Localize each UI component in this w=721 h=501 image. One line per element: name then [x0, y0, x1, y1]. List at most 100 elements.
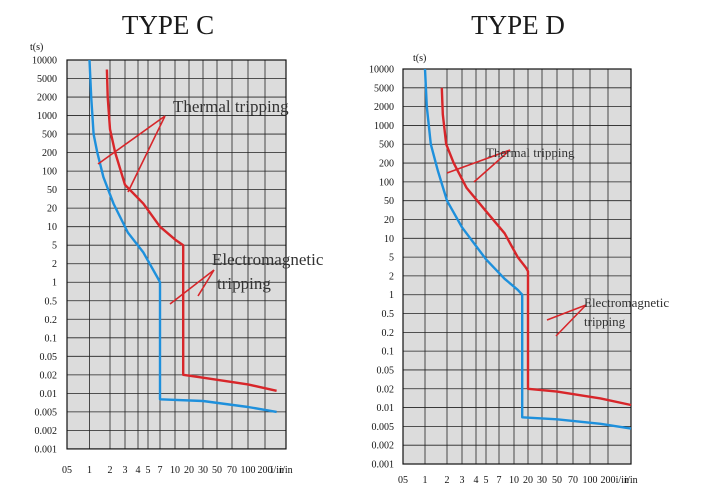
- type-d-y-tick-label: 50: [384, 196, 394, 207]
- type-c-chart: TYPE C t(s) 1000050002000100050020010050…: [30, 10, 324, 476]
- type-c-x-tick-label: 20: [184, 465, 194, 476]
- type-d-y-tick-label: 0.1: [382, 347, 395, 358]
- type-c-x-tick-label: 30: [198, 465, 208, 476]
- type-d-x-tick-label: 50: [552, 475, 562, 486]
- type-c-annotation: Thermal tripping: [173, 97, 289, 116]
- type-d-x-tick-label: 20: [523, 475, 533, 486]
- type-d-y-tick-label: 200: [379, 159, 394, 170]
- type-d-title: TYPE D: [471, 10, 565, 40]
- type-c-x-tick-label: 7: [158, 465, 163, 476]
- type-c-x-tick-label: i/in: [279, 465, 292, 476]
- type-d-x-tick-label: 05: [398, 475, 408, 486]
- type-c-y-tick-label: 5: [52, 241, 57, 252]
- type-c-annotation: tripping: [217, 274, 271, 293]
- type-d-y-tick-label: 10: [384, 234, 394, 245]
- type-c-y-tick-label: 0.005: [35, 407, 58, 418]
- type-d-y-tick-label: 0.5: [382, 309, 395, 320]
- type-c-x-tick-label: 200: [258, 465, 273, 476]
- type-d-y-tick-label: 0.002: [372, 441, 395, 452]
- type-d-y-tick-label: 5000: [374, 83, 394, 94]
- type-d-y-tick-label: 2000: [374, 102, 394, 113]
- type-c-x-tick-label: 5: [146, 465, 151, 476]
- type-d-x-tick-label: 100: [583, 475, 598, 486]
- type-d-x-tick-label: 4: [474, 475, 479, 486]
- type-c-y-tick-label: 5000: [37, 74, 57, 85]
- type-d-x-tick-label: 10: [509, 475, 519, 486]
- type-d-annotation-leader: [446, 149, 511, 174]
- type-d-y-tick-label: 10000: [369, 65, 394, 76]
- type-d-x-tick-label: 70: [568, 475, 578, 486]
- type-d-y-tick-label: 0.02: [377, 384, 395, 395]
- type-c-annotation: Electromagnetic: [212, 250, 324, 269]
- type-d-y-tick-label: 0.005: [372, 422, 395, 433]
- type-c-upper-curve: [105, 69, 277, 392]
- type-d-y-tick-label: 100: [379, 177, 394, 188]
- type-c-y-tick-label: 2000: [37, 93, 57, 104]
- type-c-x-tick-label: 1: [87, 465, 92, 476]
- type-d-frame: [402, 68, 632, 465]
- type-d-y-tick-label: 0.001: [372, 460, 395, 471]
- type-c-y-tick-label: 0.02: [40, 370, 58, 381]
- type-d-x-tick-label: 200: [601, 475, 616, 486]
- type-c-y-tick-label: 0.2: [45, 315, 58, 326]
- type-d-y-tick-label: 0.01: [377, 403, 395, 414]
- type-c-x-tick-label: 100: [241, 465, 256, 476]
- type-c-x-tick-label: 2: [108, 465, 113, 476]
- type-c-y-tick-label: 0.002: [35, 426, 58, 437]
- type-d-annotation: Electromagnetic: [584, 295, 669, 310]
- type-c-y-tick-label: 0.001: [35, 444, 58, 455]
- type-c-x-tick-label: 70: [227, 465, 237, 476]
- type-d-y-axis-label: t(s): [413, 53, 426, 64]
- type-c-y-tick-label: 50: [47, 185, 57, 196]
- type-d-y-tick-label: 500: [379, 140, 394, 151]
- type-c-y-tick-label: 0.01: [40, 389, 58, 400]
- type-d-upper-curve: [440, 87, 632, 407]
- type-c-x-tick-label: 50: [212, 465, 222, 476]
- type-c-x-tick-label: 4: [136, 465, 141, 476]
- type-d-x-tick-label: 5: [484, 475, 489, 486]
- type-c-x-tick-label: 10: [170, 465, 180, 476]
- type-d-x-tick-label: 2: [445, 475, 450, 486]
- type-c-y-tick-label: 2: [52, 259, 57, 270]
- type-c-y-tick-label: 1000: [37, 111, 57, 122]
- type-d-x-tick-label: 30: [537, 475, 547, 486]
- type-d-lower-curve: [423, 68, 632, 430]
- type-d-x-axis-label: i/in: [616, 475, 629, 486]
- type-c-x-axis-label: i/in: [271, 465, 284, 476]
- type-d-y-tick-label: 0.05: [377, 365, 395, 376]
- type-c-y-axis-label: t(s): [30, 42, 43, 53]
- type-d-y-tick-label: 1000: [374, 121, 394, 132]
- type-c-y-tick-label: 500: [42, 130, 57, 141]
- type-d-y-tick-label: 20: [384, 215, 394, 226]
- type-d-y-tick-label: 5: [389, 253, 394, 264]
- type-c-y-tick-label: 10000: [32, 56, 57, 67]
- type-d-annotation-leader: [473, 149, 511, 183]
- type-c-x-tick-label: 3: [123, 465, 128, 476]
- type-d-y-tick-label: 0.2: [382, 328, 395, 339]
- type-c-annotation-leader: [97, 115, 166, 165]
- type-c-lower-curve: [88, 59, 277, 414]
- type-c-y-tick-label: 1: [52, 278, 57, 289]
- type-d-x-tick-label: 7: [497, 475, 502, 486]
- type-c-y-tick-label: 0.05: [40, 352, 58, 363]
- type-d-chart: TYPE D t(s) 1000050002000100050020010050…: [369, 10, 669, 486]
- type-d-y-tick-label: 2: [389, 271, 394, 282]
- type-d-plot-area: [403, 69, 631, 465]
- type-d-annotation-leader: [546, 304, 587, 321]
- type-d-annotation: Thermal tripping: [486, 145, 575, 160]
- type-c-y-tick-label: 200: [42, 148, 57, 159]
- type-d-x-tick-label: i/in: [624, 475, 637, 486]
- type-d-x-tick-label: 3: [460, 475, 465, 486]
- type-c-frame: [66, 59, 287, 450]
- type-c-annotation-leader: [169, 269, 215, 305]
- type-c-y-tick-label: 10: [47, 222, 57, 233]
- type-d-x-tick-label: 1: [423, 475, 428, 486]
- type-c-annotation-leader: [197, 269, 215, 297]
- type-c-y-tick-label: 0.1: [45, 333, 58, 344]
- type-d-annotation-leader: [555, 304, 587, 337]
- type-c-x-tick-label: 05: [62, 465, 72, 476]
- type-c-y-tick-label: 100: [42, 167, 57, 178]
- type-c-y-tick-label: 20: [47, 204, 57, 215]
- type-d-annotation: tripping: [584, 314, 626, 329]
